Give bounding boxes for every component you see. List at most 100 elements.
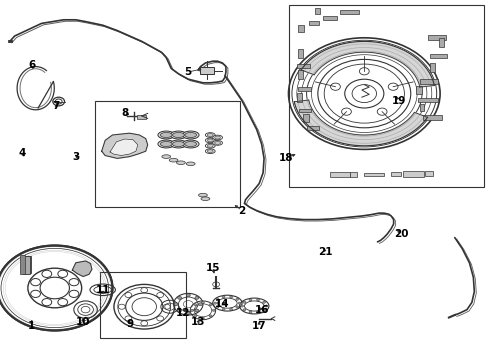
Text: 6: 6 bbox=[28, 60, 35, 70]
Ellipse shape bbox=[172, 141, 184, 147]
Ellipse shape bbox=[172, 132, 184, 138]
Circle shape bbox=[195, 296, 199, 299]
Bar bbox=[425, 171, 432, 176]
Circle shape bbox=[222, 308, 224, 310]
Circle shape bbox=[195, 309, 199, 312]
Bar bbox=[298, 25, 304, 32]
Circle shape bbox=[186, 312, 190, 315]
Bar bbox=[303, 114, 308, 122]
Ellipse shape bbox=[176, 161, 185, 165]
Bar bbox=[137, 115, 146, 119]
Circle shape bbox=[213, 302, 216, 304]
Bar bbox=[419, 79, 437, 84]
Text: 16: 16 bbox=[254, 305, 268, 315]
Bar bbox=[429, 54, 447, 58]
Bar bbox=[298, 49, 303, 58]
Circle shape bbox=[235, 306, 238, 308]
Circle shape bbox=[248, 311, 251, 313]
Ellipse shape bbox=[184, 141, 196, 147]
Bar bbox=[306, 126, 319, 130]
Ellipse shape bbox=[207, 150, 213, 153]
Bar bbox=[308, 21, 318, 25]
Circle shape bbox=[186, 294, 190, 297]
Circle shape bbox=[229, 296, 232, 298]
Bar bbox=[322, 16, 337, 20]
Circle shape bbox=[264, 305, 267, 307]
Ellipse shape bbox=[205, 132, 215, 137]
Text: 19: 19 bbox=[390, 96, 405, 106]
Bar bbox=[419, 104, 424, 111]
Bar bbox=[429, 63, 434, 72]
Bar bbox=[20, 255, 25, 274]
Polygon shape bbox=[301, 41, 433, 87]
Ellipse shape bbox=[162, 155, 170, 158]
Text: 13: 13 bbox=[190, 317, 205, 327]
Circle shape bbox=[229, 308, 232, 310]
Bar bbox=[315, 8, 320, 14]
Bar bbox=[349, 172, 356, 177]
Circle shape bbox=[193, 315, 196, 317]
Circle shape bbox=[177, 309, 181, 312]
Ellipse shape bbox=[160, 141, 172, 147]
Text: 5: 5 bbox=[184, 67, 191, 77]
Ellipse shape bbox=[201, 197, 209, 201]
Bar bbox=[298, 70, 303, 79]
Ellipse shape bbox=[207, 144, 213, 147]
Circle shape bbox=[177, 296, 181, 299]
Ellipse shape bbox=[207, 139, 213, 142]
Circle shape bbox=[174, 303, 178, 306]
Text: 17: 17 bbox=[251, 321, 266, 331]
Circle shape bbox=[238, 302, 241, 304]
Bar bbox=[415, 86, 421, 94]
Text: 9: 9 bbox=[126, 319, 133, 329]
Text: 4: 4 bbox=[18, 148, 26, 158]
Circle shape bbox=[190, 309, 193, 311]
Text: 7: 7 bbox=[52, 101, 60, 111]
Text: 11: 11 bbox=[95, 285, 110, 295]
Circle shape bbox=[201, 301, 204, 303]
Circle shape bbox=[240, 305, 243, 307]
Bar bbox=[23, 256, 30, 274]
Text: 1: 1 bbox=[28, 321, 35, 331]
Ellipse shape bbox=[184, 132, 196, 138]
Text: 18: 18 bbox=[278, 153, 293, 163]
Ellipse shape bbox=[212, 135, 222, 140]
Circle shape bbox=[222, 296, 224, 298]
Bar bbox=[422, 115, 441, 120]
Text: 20: 20 bbox=[393, 229, 407, 239]
Bar bbox=[299, 109, 311, 112]
Ellipse shape bbox=[207, 134, 213, 136]
Ellipse shape bbox=[170, 140, 186, 148]
Ellipse shape bbox=[169, 158, 178, 162]
Circle shape bbox=[201, 317, 204, 319]
Ellipse shape bbox=[182, 131, 199, 139]
Polygon shape bbox=[72, 261, 92, 276]
Polygon shape bbox=[294, 100, 427, 146]
Bar bbox=[298, 87, 310, 91]
Bar bbox=[100, 272, 185, 338]
Bar bbox=[297, 93, 302, 102]
Bar bbox=[427, 35, 446, 40]
Ellipse shape bbox=[214, 136, 220, 139]
Ellipse shape bbox=[205, 143, 215, 148]
Bar bbox=[329, 172, 349, 177]
Bar bbox=[288, 5, 483, 187]
Circle shape bbox=[256, 299, 259, 301]
Bar bbox=[200, 67, 214, 74]
Text: 14: 14 bbox=[215, 299, 229, 309]
Bar bbox=[339, 10, 359, 14]
Circle shape bbox=[209, 315, 212, 317]
Circle shape bbox=[256, 311, 259, 313]
Text: 12: 12 bbox=[176, 308, 190, 318]
Ellipse shape bbox=[182, 140, 199, 148]
Circle shape bbox=[243, 301, 245, 303]
Circle shape bbox=[248, 299, 251, 301]
Text: 21: 21 bbox=[317, 247, 332, 257]
Text: 3: 3 bbox=[72, 152, 79, 162]
Bar bbox=[21, 256, 31, 273]
Ellipse shape bbox=[205, 138, 215, 143]
Ellipse shape bbox=[158, 140, 174, 148]
Ellipse shape bbox=[212, 140, 222, 145]
Bar bbox=[417, 98, 437, 102]
Ellipse shape bbox=[214, 141, 220, 144]
